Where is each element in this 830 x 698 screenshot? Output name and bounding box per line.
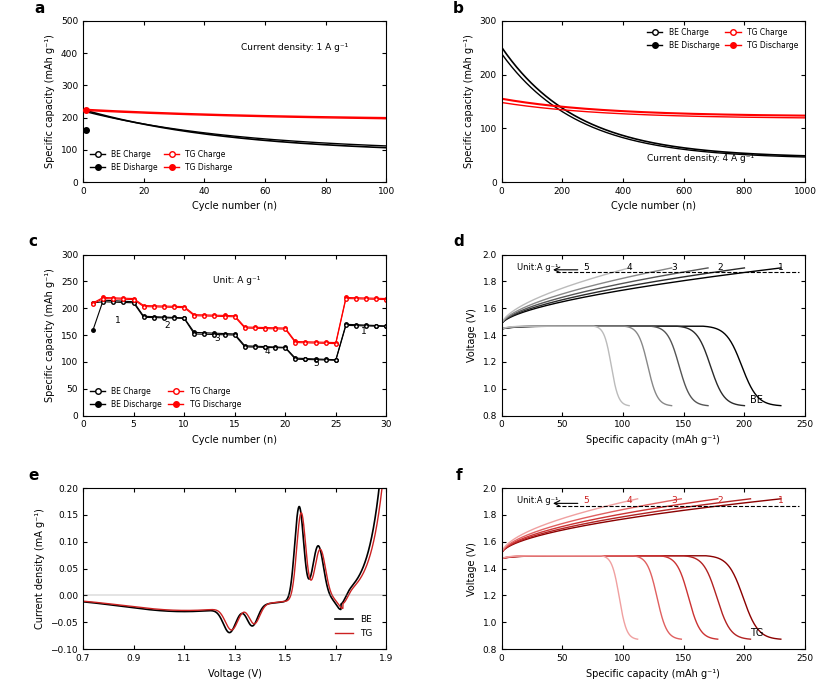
Text: 4: 4 bbox=[265, 347, 271, 356]
Text: 2: 2 bbox=[164, 321, 169, 330]
Line: BE: BE bbox=[83, 402, 387, 632]
Text: Current density: 1 A g⁻¹: Current density: 1 A g⁻¹ bbox=[241, 43, 348, 52]
X-axis label: Voltage (V): Voltage (V) bbox=[208, 669, 261, 678]
Text: 4: 4 bbox=[627, 263, 632, 272]
Text: f: f bbox=[457, 468, 463, 483]
X-axis label: Cycle number (n): Cycle number (n) bbox=[193, 202, 277, 211]
Y-axis label: Specific capacity (mAh g⁻¹): Specific capacity (mAh g⁻¹) bbox=[46, 268, 56, 402]
Text: 4: 4 bbox=[627, 496, 632, 505]
TG bbox=[94, 598, 104, 607]
TG bbox=[373, 515, 383, 524]
Text: e: e bbox=[28, 468, 39, 483]
Line: TG: TG bbox=[83, 443, 387, 630]
Text: a: a bbox=[35, 1, 45, 16]
Legend: BE, TG: BE, TG bbox=[331, 611, 376, 641]
Text: 5: 5 bbox=[583, 496, 589, 505]
Text: 5: 5 bbox=[583, 263, 589, 272]
Y-axis label: Voltage (V): Voltage (V) bbox=[467, 308, 477, 362]
X-axis label: Specific capacity (mAh g⁻¹): Specific capacity (mAh g⁻¹) bbox=[587, 669, 720, 678]
Text: 2: 2 bbox=[717, 496, 723, 505]
Text: 5: 5 bbox=[314, 359, 320, 368]
BE bbox=[226, 628, 236, 637]
Text: TG: TG bbox=[750, 628, 764, 638]
TG bbox=[78, 597, 88, 605]
X-axis label: Specific capacity (mAh g⁻¹): Specific capacity (mAh g⁻¹) bbox=[587, 435, 720, 445]
X-axis label: Cycle number (n): Cycle number (n) bbox=[611, 202, 696, 211]
Text: Current density: 4 A g⁻¹: Current density: 4 A g⁻¹ bbox=[647, 154, 754, 163]
Y-axis label: Current density (mA g⁻¹): Current density (mA g⁻¹) bbox=[35, 508, 45, 629]
BE bbox=[217, 618, 227, 626]
Text: c: c bbox=[28, 235, 37, 249]
Text: 3: 3 bbox=[671, 263, 677, 272]
Legend: BE Charge, BE Discharge, TG Charge, TG Discharge: BE Charge, BE Discharge, TG Charge, TG D… bbox=[87, 384, 244, 412]
TG bbox=[217, 612, 227, 621]
Text: 2: 2 bbox=[717, 263, 723, 272]
Text: b: b bbox=[453, 1, 464, 16]
BE bbox=[382, 398, 392, 406]
TG bbox=[317, 548, 327, 556]
Legend: BE Charge, BE Discharge, TG Charge, TG Discharge: BE Charge, BE Discharge, TG Charge, TG D… bbox=[644, 24, 801, 52]
BE bbox=[373, 495, 383, 503]
Text: BE: BE bbox=[750, 394, 764, 405]
Y-axis label: Voltage (V): Voltage (V) bbox=[467, 542, 477, 595]
Legend: BE Charge, BE Disharge, TG Charge, TG Disharge: BE Charge, BE Disharge, TG Charge, TG Di… bbox=[87, 147, 236, 175]
Text: d: d bbox=[453, 235, 464, 249]
X-axis label: Cycle number (n): Cycle number (n) bbox=[193, 435, 277, 445]
TG bbox=[226, 625, 236, 634]
Text: 1: 1 bbox=[778, 263, 784, 272]
TG bbox=[227, 626, 237, 634]
BE bbox=[224, 628, 234, 637]
Text: 3: 3 bbox=[214, 334, 220, 343]
BE bbox=[78, 597, 88, 606]
Text: 1: 1 bbox=[778, 496, 784, 505]
Text: Unit:A g⁻¹: Unit:A g⁻¹ bbox=[517, 496, 559, 505]
Text: Unit:A g⁻¹: Unit:A g⁻¹ bbox=[517, 263, 559, 272]
Text: 3: 3 bbox=[671, 496, 677, 505]
Text: 1: 1 bbox=[361, 327, 367, 336]
Y-axis label: Specific capacity (mAh g⁻¹): Specific capacity (mAh g⁻¹) bbox=[464, 34, 474, 168]
Y-axis label: Specific capacity (mAh g⁻¹): Specific capacity (mAh g⁻¹) bbox=[46, 34, 56, 168]
Text: 1: 1 bbox=[115, 316, 121, 325]
Text: Unit: A g⁻¹: Unit: A g⁻¹ bbox=[213, 276, 261, 285]
TG bbox=[373, 517, 383, 525]
BE bbox=[373, 496, 383, 505]
BE bbox=[94, 599, 104, 607]
TG bbox=[382, 438, 392, 447]
BE bbox=[317, 554, 327, 563]
